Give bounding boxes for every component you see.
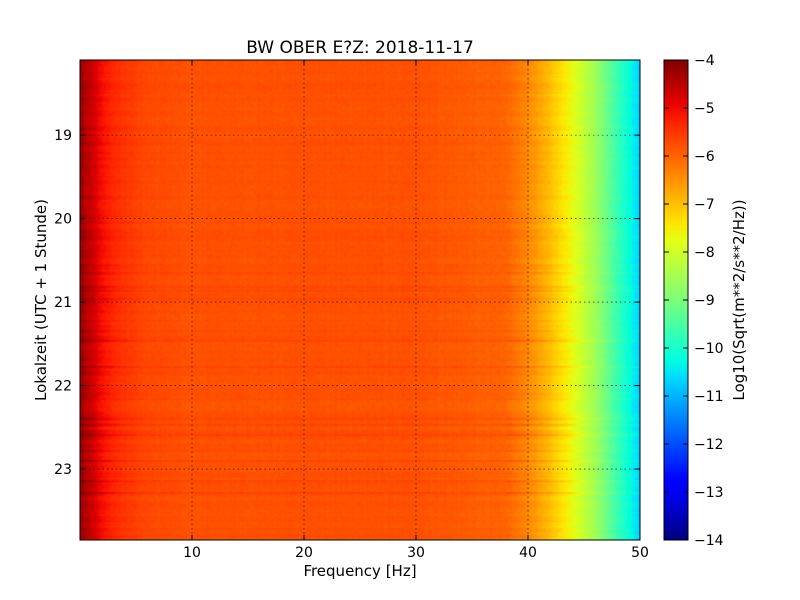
colorbar: −4 −5 −6 −7 −8 −9 −10 −11 −12 −13 −14 Log10(Sqrt(m…: [663, 53, 748, 549]
colorbar-ticks: −4 −5 −6 −7 −8 −9 −10 −11 −12 −13 −14: [664, 53, 724, 549]
y-tick-label: 21: [54, 295, 72, 311]
x-tick-label: 20: [295, 545, 313, 561]
y-tick-label: 19: [54, 128, 72, 144]
colorbar-tick-label: −14: [694, 533, 724, 549]
plot-frame: [79, 59, 641, 541]
colorbar-tick-label: −11: [694, 389, 724, 405]
spectrogram-heatmap: [80, 60, 640, 540]
y-axis-label: Lokalzeit (UTC + 1 Stunde): [32, 199, 50, 401]
colorbar-tick-label: −9: [694, 293, 715, 309]
colorbar-label: Log10(Sqrt(m**2/s**2/Hz)): [730, 199, 748, 400]
colorbar-tick-label: −6: [694, 149, 715, 165]
y-tick-label: 23: [54, 462, 72, 478]
colorbar-tick-label: −4: [694, 53, 715, 69]
grid-lines: [80, 60, 640, 540]
x-tick-label: 40: [519, 545, 537, 561]
colorbar-tick-label: −5: [694, 101, 715, 117]
x-tick-label: 10: [183, 545, 201, 561]
y-axis-ticks: 19 20 21 22 23: [54, 128, 640, 478]
y-tick-label: 22: [54, 379, 72, 395]
chart-title: BW OBER E?Z: 2018-11-17: [246, 38, 474, 58]
colorbar-tick-label: −7: [694, 197, 715, 213]
spectrogram-plot-area: 10 20 30 40 50 19 20 21 22 23: [54, 59, 649, 561]
colorbar-tick-label: −8: [694, 245, 715, 261]
x-axis-ticks: 10 20 30 40 50: [183, 60, 649, 561]
x-tick-label: 30: [407, 545, 425, 561]
y-tick-label: 20: [54, 212, 72, 228]
colorbar-tick-label: −13: [694, 485, 724, 501]
x-axis-label: Frequency [Hz]: [303, 562, 416, 580]
colorbar-tick-label: −10: [694, 341, 724, 357]
x-tick-label: 50: [631, 545, 649, 561]
colorbar-tick-label: −12: [694, 437, 724, 453]
